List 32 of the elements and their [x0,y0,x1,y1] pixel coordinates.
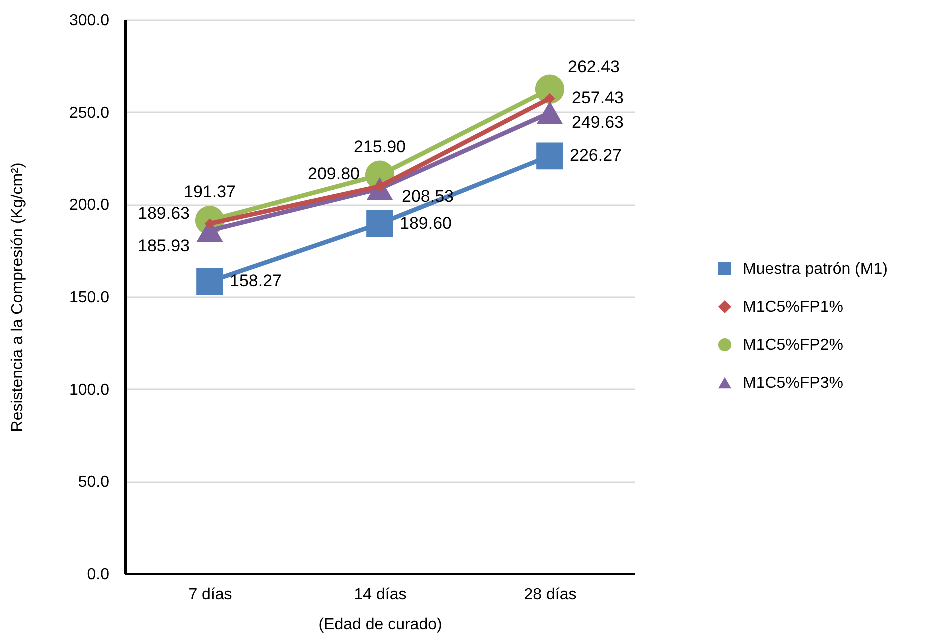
x-axis-title: (Edad de curado) [318,616,442,634]
legend-label: M1C5%FP3% [743,374,844,392]
y-tick-label: 0.0 [87,566,110,584]
point [196,268,224,296]
legend-label: M1C5%FP1% [743,298,844,316]
y-tick-label: 150.0 [69,290,110,306]
legend-label: M1C5%FP2% [743,336,844,354]
point [536,102,564,124]
data-label: 185.93 [138,236,190,256]
data-label: 262.43 [568,57,620,76]
y-tick-label: 100.0 [69,382,110,399]
legend-label: Muestra patrón (M1) [743,260,888,278]
y-tick-label: 200.0 [69,197,110,214]
x-tick-label: 7 días [188,586,232,604]
data-label: 249.63 [572,113,624,132]
x-tick-label: 14 días [354,586,407,604]
y-tick-label: 300.0 [69,12,110,30]
data-label: 209.80 [308,164,360,184]
data-label: 226.27 [570,146,622,166]
data-label: 191.37 [184,182,236,202]
point [536,142,564,170]
point [366,210,394,238]
data-label: 158.27 [230,272,282,291]
x-tick-label: 28 días [524,586,577,604]
data-label: 189.63 [138,204,190,223]
data-label: 257.43 [572,88,624,108]
data-label: 215.90 [354,137,406,156]
y-axis-title: Resistencia a la Compresión (Kg/cm²) [9,162,26,432]
y-tick-label: 250.0 [69,104,110,122]
y-tick-label: 50.0 [78,474,110,492]
data-label: 189.60 [400,214,452,233]
point [544,93,556,104]
